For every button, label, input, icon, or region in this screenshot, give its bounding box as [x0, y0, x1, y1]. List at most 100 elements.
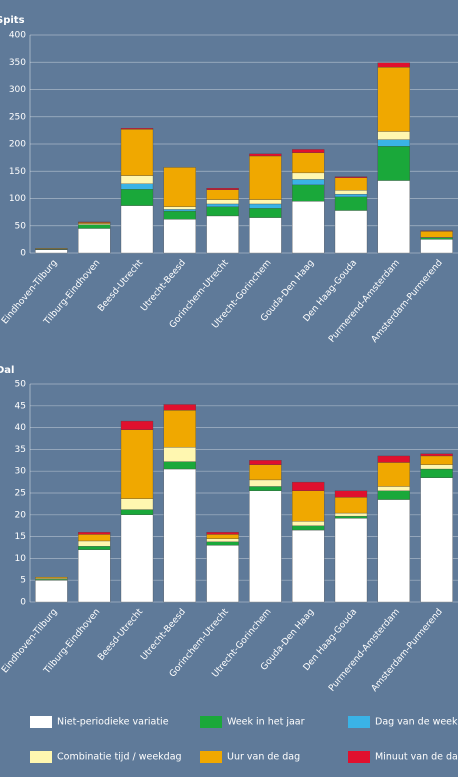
- bar-segment: [292, 521, 325, 526]
- bar-segment: [377, 499, 410, 603]
- bar-segment: [78, 540, 111, 547]
- bar-segment: [334, 196, 368, 211]
- bar-segment: [334, 193, 368, 198]
- bar-segment: [377, 67, 410, 132]
- bar-segment: [334, 518, 368, 603]
- legend-swatch: [200, 716, 222, 728]
- bar-segment: [35, 249, 68, 254]
- bar-segment: [292, 525, 325, 531]
- bar-segment: [206, 538, 239, 542]
- bar-segment: [334, 490, 368, 498]
- bar-segment: [120, 205, 154, 254]
- bar-segment: [78, 228, 111, 254]
- bar-segment: [420, 239, 453, 254]
- x-tick-label: Utrecht-Beesd: [139, 258, 188, 313]
- bar-segment: [163, 468, 196, 603]
- y-tick-label: 200: [9, 140, 26, 150]
- y-tick-label: 50: [15, 380, 27, 390]
- x-tick-label: Beesd-Utrecht: [96, 607, 145, 663]
- legend-swatch: [30, 751, 52, 763]
- bar-segment: [377, 131, 410, 140]
- y-tick-label: 350: [9, 58, 26, 68]
- y-tick-label: 300: [9, 85, 26, 95]
- bar-segment: [78, 532, 111, 535]
- bar-segment: [35, 248, 68, 250]
- y-tick-label: 250: [9, 112, 26, 122]
- bar-segment: [420, 230, 453, 232]
- x-tick-label: Utrecht-Beesd: [139, 607, 188, 662]
- bar-segment: [377, 146, 410, 181]
- bar-segment: [249, 199, 282, 205]
- bar-segment: [420, 455, 453, 465]
- y-tick-label: 25: [15, 489, 26, 499]
- x-tick-label: Amsterdam-Purmerend: [370, 607, 445, 694]
- legend-label: Minuut van de dag: [375, 752, 458, 763]
- bar-segment: [377, 139, 410, 147]
- bar-segment: [377, 490, 410, 500]
- y-tick-label: 150: [9, 167, 26, 177]
- bar-segment: [163, 209, 196, 212]
- y-tick-label: 400: [9, 31, 26, 41]
- bar-segment: [163, 404, 196, 411]
- bar-segment: [292, 149, 325, 153]
- y-tick-label: 50: [15, 221, 27, 231]
- bar-segment: [206, 532, 239, 535]
- bar-segment: [377, 486, 410, 491]
- bar-segment: [206, 189, 239, 200]
- bar-segment: [420, 231, 453, 238]
- bar-segment: [120, 189, 154, 206]
- bar-segment: [78, 222, 111, 224]
- bar-segment: [334, 176, 368, 178]
- bar-segment: [78, 534, 111, 542]
- bar-segment: [78, 221, 111, 223]
- legend-label: Niet-periodieke variatie: [57, 717, 169, 728]
- bar-segment: [420, 464, 453, 470]
- bar-segment: [206, 534, 239, 539]
- bar-segment: [206, 206, 239, 217]
- bar-segment: [163, 219, 196, 254]
- bar-segment: [334, 210, 368, 254]
- y-tick-label: 20: [15, 510, 27, 520]
- y-tick-label: 10: [15, 554, 27, 564]
- x-tick-label: Purmerend-Amsterdam: [327, 258, 402, 345]
- bar-segment: [249, 217, 282, 254]
- bar-segment: [120, 429, 154, 499]
- y-tick-label: 30: [15, 467, 27, 477]
- legend-swatch: [30, 716, 52, 728]
- bar-segment: [334, 190, 368, 195]
- y-tick-label: 0: [20, 598, 26, 608]
- x-tick-label: Amsterdam-Purmerend: [370, 258, 445, 345]
- bar-segment: [249, 490, 282, 603]
- bar-segment: [334, 177, 368, 191]
- bar-segment: [120, 175, 154, 184]
- bar-segment: [377, 180, 410, 254]
- x-tick-label: Purmerend-Amsterdam: [327, 607, 402, 694]
- bar-segment: [292, 152, 325, 174]
- bar-segment: [249, 208, 282, 218]
- y-tick-label: 0: [20, 249, 26, 259]
- bar-segment: [120, 129, 154, 176]
- legend-label: Uur van de dag: [227, 752, 300, 763]
- bar-segment: [377, 455, 410, 463]
- bar-segment: [249, 464, 282, 481]
- bar-segment: [420, 453, 453, 457]
- legend-label: Dag van de week: [375, 717, 458, 728]
- legend-swatch: [348, 751, 370, 763]
- bar-segment: [334, 512, 368, 517]
- legend-swatch: [348, 716, 370, 728]
- bar-segment: [249, 155, 282, 200]
- bar-segment: [249, 479, 282, 487]
- bar-segment: [163, 410, 196, 448]
- y-tick-label: 45: [15, 401, 26, 411]
- bar-segment: [206, 541, 239, 546]
- bar-segment: [292, 172, 325, 180]
- chart-title: Spits: [0, 15, 25, 26]
- bar-segment: [420, 237, 453, 240]
- bar-segment: [120, 183, 154, 190]
- bar-segment: [35, 580, 68, 603]
- bar-segment: [420, 468, 453, 478]
- bar-segment: [78, 223, 111, 225]
- bar-segment: [78, 549, 111, 603]
